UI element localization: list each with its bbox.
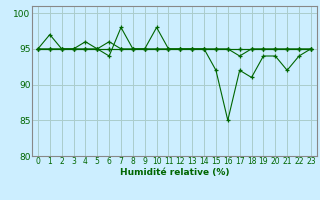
X-axis label: Humidité relative (%): Humidité relative (%) [120,168,229,177]
